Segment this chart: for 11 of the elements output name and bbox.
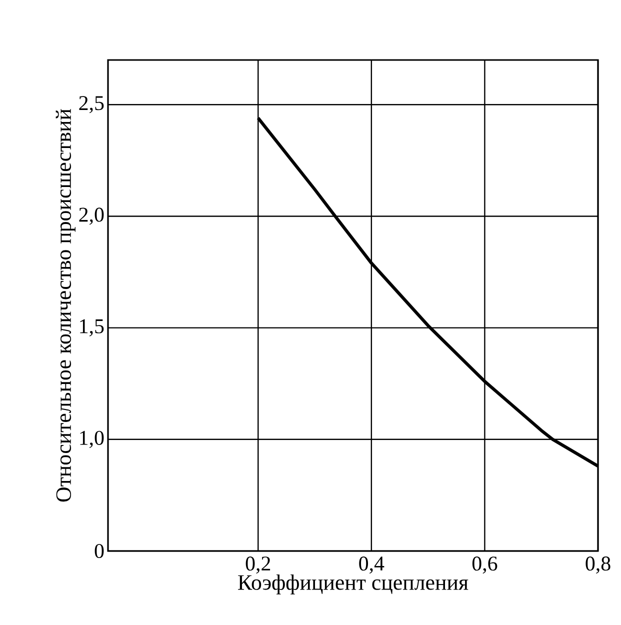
x-tick-label: 0,6: [472, 556, 498, 574]
y-tick-label: 2,5: [79, 96, 104, 114]
x-axis-title: Коэффициент сцепления: [238, 574, 468, 594]
x-tick-label: 0,8: [586, 556, 610, 574]
x-tick-label: 0,2: [246, 556, 270, 574]
y-tick-label: 1,0: [80, 430, 104, 448]
y-axis-title: Относительное количество происшествий: [56, 109, 76, 502]
y-tick-label: 1,5: [80, 319, 104, 336]
y-tick-label: 0: [94, 544, 104, 558]
y-tick-label: 2,0: [79, 208, 104, 225]
x-tick-label: 0,4: [359, 556, 384, 574]
